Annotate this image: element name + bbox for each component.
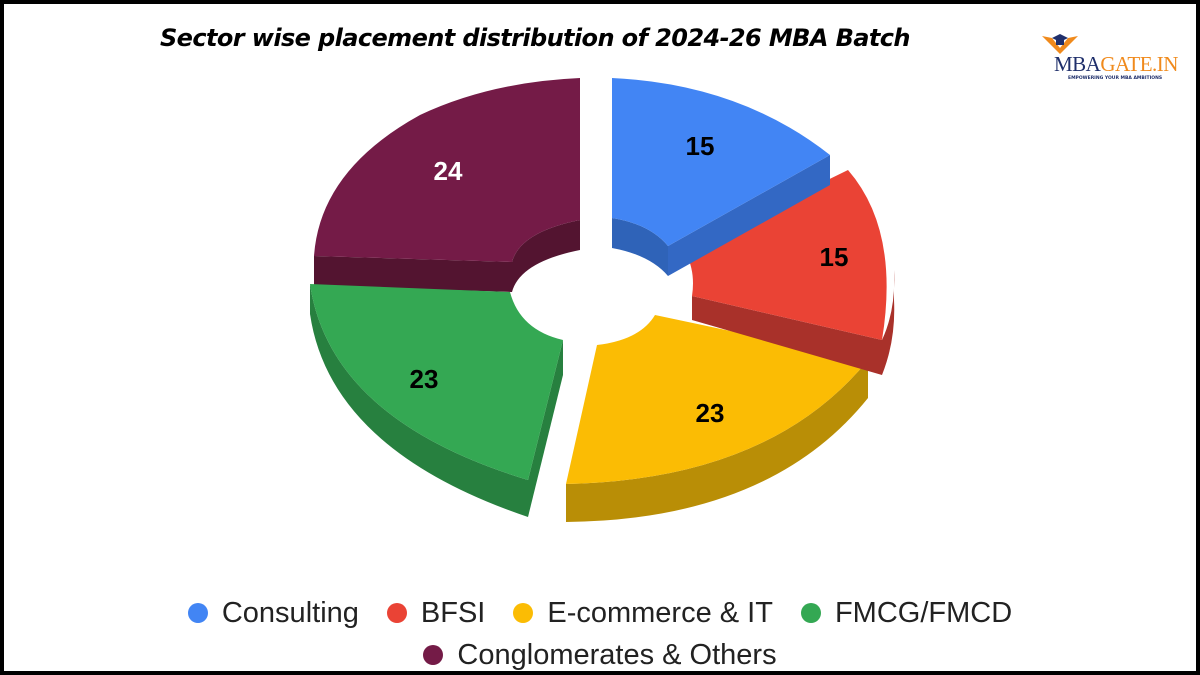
legend-dot-icon — [423, 645, 444, 665]
graduation-cap-icon — [1042, 34, 1078, 54]
slice-bfsi[interactable]: 15 — [684, 170, 895, 375]
chart-frame: Sector wise placement distribution of 20… — [4, 4, 1196, 671]
slice-label-ecommerce: 23 — [696, 398, 725, 428]
legend-dot-icon — [513, 603, 534, 623]
legend-label: Consulting — [221, 596, 359, 629]
legend-item-conglomerates[interactable]: Conglomerates & Others — [423, 638, 777, 672]
slice-conglomerates[interactable]: 24 — [314, 78, 580, 292]
legend-dot-icon — [187, 603, 208, 623]
logo-tagline: EMPOWERING YOUR MBA AMBITIONS — [1068, 76, 1163, 81]
legend-row-2: Conglomerates & Others — [4, 634, 1196, 671]
legend-dot-icon — [800, 603, 821, 623]
slice-label-consulting: 15 — [686, 131, 715, 161]
legend-label: Conglomerates & Others — [457, 638, 777, 671]
legend-label: BFSI — [420, 596, 486, 629]
legend-label: FMCG/FMCD — [834, 596, 1013, 629]
logo-gate: GATE.IN — [1100, 52, 1178, 76]
logo-mba: MBA — [1054, 52, 1101, 76]
slice-consulting[interactable]: 15 — [612, 78, 830, 276]
logo-wordmark: MBAGATE.IN — [1054, 52, 1178, 77]
slice-label-conglomerates: 24 — [434, 156, 463, 186]
legend-item-fmcg[interactable]: FMCG/FMCD — [800, 596, 1013, 630]
chart-title: Sector wise placement distribution of 20… — [160, 24, 910, 52]
logo: MBAGATE.IN EMPOWERING YOUR MBA AMBITIONS — [1034, 32, 1194, 87]
legend-item-bfsi[interactable]: BFSI — [386, 596, 486, 630]
chart-legend: Consulting BFSI E-commerce & IT FMCG/FMC… — [4, 592, 1196, 671]
slice-label-fmcg: 23 — [410, 364, 439, 394]
slice-fmcg[interactable]: 23 — [310, 284, 563, 517]
slice-label-bfsi: 15 — [820, 242, 849, 272]
legend-dot-icon — [386, 603, 407, 623]
legend-row-1: Consulting BFSI E-commerce & IT FMCG/FMC… — [4, 592, 1196, 634]
legend-label: E-commerce & IT — [547, 596, 773, 629]
legend-item-ecommerce[interactable]: E-commerce & IT — [513, 597, 773, 630]
legend-item-consulting[interactable]: Consulting — [187, 596, 359, 630]
donut-chart: 24 23 23 15 15 — [310, 78, 895, 522]
slice-ecommerce[interactable]: 23 — [566, 315, 868, 522]
